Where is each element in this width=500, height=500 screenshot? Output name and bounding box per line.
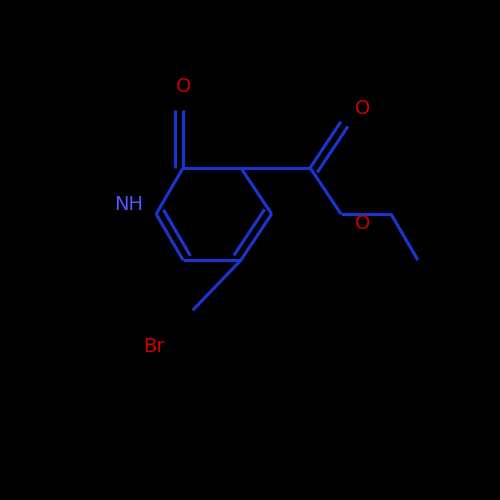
Text: O: O xyxy=(354,214,370,233)
Text: O: O xyxy=(354,98,370,117)
Text: O: O xyxy=(176,78,191,96)
Text: Br: Br xyxy=(144,338,165,356)
Text: NH: NH xyxy=(114,195,142,214)
